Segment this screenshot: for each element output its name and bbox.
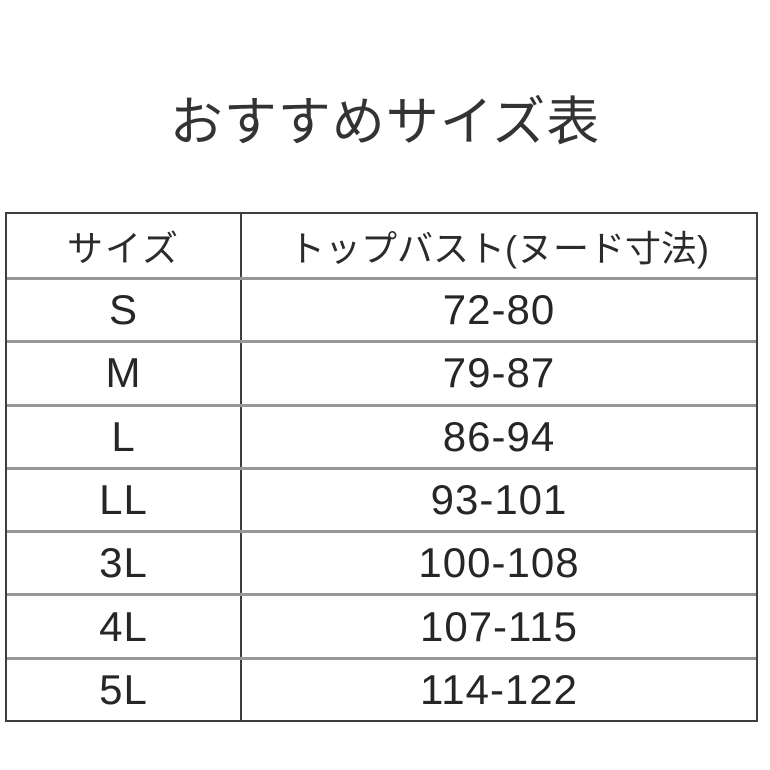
size-cell: L <box>7 406 242 467</box>
bust-cell: 114-122 <box>419 665 579 713</box>
table-row-l: L 86-94 <box>7 403 756 467</box>
page-title: おすすめサイズ表 <box>169 93 601 152</box>
bust-cell: 79-87 <box>442 349 556 397</box>
bust-cell: 100-108 <box>418 539 580 587</box>
table-header-row: サイズ トップバスト(ヌード寸法) <box>7 214 756 277</box>
size-cell: S <box>7 280 242 341</box>
size-cell: M <box>7 343 242 404</box>
size-cell: 3L <box>7 533 242 594</box>
column-header-bust: トップバスト(ヌード寸法) <box>289 227 709 269</box>
table-row-5l: 5L 114-122 <box>7 656 756 720</box>
bust-cell: 93-101 <box>430 475 568 523</box>
bust-cell: 86-94 <box>442 412 556 460</box>
bust-cell: 72-80 <box>442 286 556 334</box>
column-header-size: サイズ <box>7 214 242 277</box>
size-table: サイズ トップバスト(ヌード寸法) S 72-80 M 79-87 L 86-9… <box>5 212 758 722</box>
table-row-4l: 4L 107-115 <box>7 593 756 657</box>
bust-cell: 107-115 <box>419 602 579 650</box>
size-cell: 5L <box>7 659 242 720</box>
table-row-m: M 79-87 <box>7 340 756 404</box>
size-cell: 4L <box>7 596 242 657</box>
table-row-s: S 72-80 <box>7 277 756 341</box>
table-row-3l: 3L 100-108 <box>7 530 756 594</box>
table-row-ll: LL 93-101 <box>7 466 756 531</box>
size-cell: LL <box>7 469 242 531</box>
